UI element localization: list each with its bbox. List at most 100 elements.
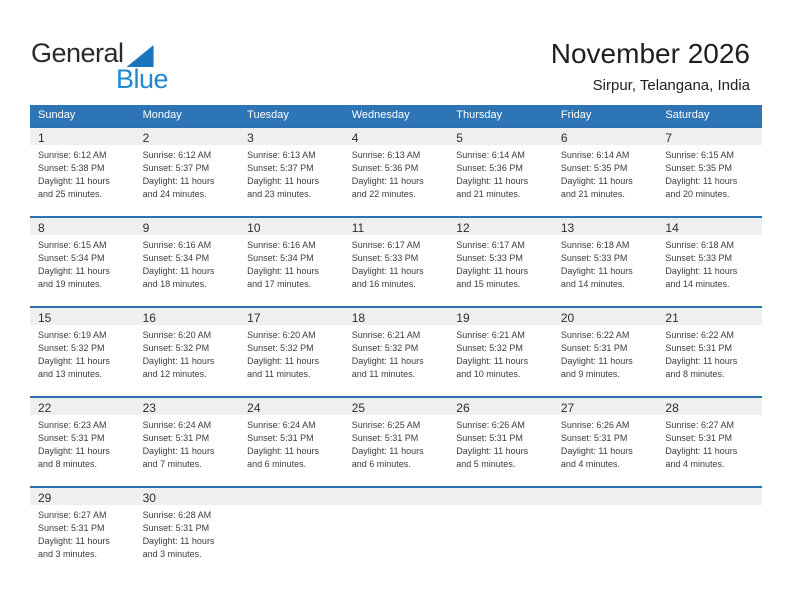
day-cell-empty bbox=[448, 488, 553, 576]
sunrise-text: Sunrise: 6:24 AM bbox=[142, 420, 212, 430]
day-number: 28 bbox=[657, 398, 762, 415]
daylight-text: Daylight: 11 hours bbox=[247, 266, 320, 276]
daylight-text: Daylight: 11 hours bbox=[142, 266, 215, 276]
sunset-text: Sunset: 5:31 PM bbox=[38, 523, 105, 533]
daylight-text: Daylight: 11 hours bbox=[560, 356, 633, 366]
sunset-text: Sunset: 5:38 PM bbox=[38, 163, 105, 173]
day-cell-19: 19 Sunrise: 6:21 AM Sunset: 5:32 PM Dayl… bbox=[448, 308, 553, 396]
sunrise-text: Sunrise: 6:20 AM bbox=[142, 330, 212, 340]
day-cell-9: 9 Sunrise: 6:16 AM Sunset: 5:34 PM Dayli… bbox=[134, 218, 240, 306]
sunset-text: Sunset: 5:34 PM bbox=[142, 253, 210, 263]
daylight-text-2: and 9 minutes. bbox=[560, 369, 620, 379]
daylight-text: Daylight: 11 hours bbox=[38, 536, 110, 546]
daylight-text: Daylight: 11 hours bbox=[351, 446, 424, 456]
day-number: 21 bbox=[657, 308, 762, 325]
sunrise-text: Sunrise: 6:26 AM bbox=[560, 420, 630, 430]
daylight-text-2: and 21 minutes. bbox=[560, 189, 625, 199]
day-cell-6: 6 Sunrise: 6:14 AM Sunset: 5:35 PM Dayli… bbox=[552, 128, 658, 216]
day-number bbox=[552, 488, 658, 505]
day-cell-26: 26 Sunrise: 6:26 AM Sunset: 5:31 PM Dayl… bbox=[448, 398, 553, 486]
sunset-text: Sunset: 5:34 PM bbox=[38, 253, 105, 263]
daylight-text-2: and 12 minutes. bbox=[142, 369, 207, 379]
day-cell-29: 29 Sunrise: 6:27 AM Sunset: 5:31 PM Dayl… bbox=[30, 488, 135, 576]
daylight-text-2: and 24 minutes. bbox=[142, 189, 207, 199]
sunrise-text: Sunrise: 6:27 AM bbox=[38, 510, 107, 520]
day-cell-14: 14 Sunrise: 6:18 AM Sunset: 5:33 PM Dayl… bbox=[657, 218, 762, 306]
sunrise-text: Sunrise: 6:15 AM bbox=[665, 150, 734, 160]
daylight-text-2: and 6 minutes. bbox=[351, 459, 411, 469]
day-number: 20 bbox=[552, 308, 658, 325]
daylight-text: Daylight: 11 hours bbox=[560, 176, 633, 186]
daylight-text-2: and 3 minutes. bbox=[38, 549, 98, 559]
day-number: 3 bbox=[239, 128, 344, 145]
sunset-text: Sunset: 5:32 PM bbox=[351, 343, 419, 353]
daylight-text: Daylight: 11 hours bbox=[142, 446, 215, 456]
day-number: 12 bbox=[448, 218, 553, 235]
week-row-1: 1 Sunrise: 6:12 AM Sunset: 5:38 PM Dayli… bbox=[30, 126, 762, 216]
daylight-text-2: and 15 minutes. bbox=[456, 279, 521, 289]
day-number: 17 bbox=[239, 308, 344, 325]
daylight-text-2: and 4 minutes. bbox=[665, 459, 725, 469]
day-cell-17: 17 Sunrise: 6:20 AM Sunset: 5:32 PM Dayl… bbox=[239, 308, 344, 396]
daylight-text-2: and 7 minutes. bbox=[142, 459, 202, 469]
day-number: 13 bbox=[552, 218, 658, 235]
daylight-text: Daylight: 11 hours bbox=[38, 446, 110, 456]
day-cell-empty bbox=[552, 488, 658, 576]
day-number: 24 bbox=[239, 398, 344, 415]
page-subtitle: Sirpur, Telangana, India bbox=[592, 77, 750, 94]
daylight-text: Daylight: 11 hours bbox=[665, 176, 738, 186]
logo-text-general: General bbox=[31, 38, 124, 68]
day-number: 19 bbox=[448, 308, 553, 325]
sunrise-text: Sunrise: 6:20 AM bbox=[247, 330, 316, 340]
daylight-text-2: and 8 minutes. bbox=[665, 369, 725, 379]
day-number: 16 bbox=[134, 308, 240, 325]
daylight-text: Daylight: 11 hours bbox=[38, 266, 110, 276]
daylight-text-2: and 13 minutes. bbox=[38, 369, 103, 379]
sunset-text: Sunset: 5:37 PM bbox=[247, 163, 314, 173]
daylight-text: Daylight: 11 hours bbox=[665, 446, 738, 456]
sunrise-text: Sunrise: 6:12 AM bbox=[38, 150, 107, 160]
day-cell-16: 16 Sunrise: 6:20 AM Sunset: 5:32 PM Dayl… bbox=[134, 308, 240, 396]
weekday-header-monday: Monday bbox=[142, 109, 182, 121]
day-cell-18: 18 Sunrise: 6:21 AM Sunset: 5:32 PM Dayl… bbox=[343, 308, 449, 396]
daylight-text: Daylight: 11 hours bbox=[665, 356, 738, 366]
day-cell-11: 11 Sunrise: 6:17 AM Sunset: 5:33 PM Dayl… bbox=[343, 218, 449, 306]
day-number: 27 bbox=[552, 398, 658, 415]
sunset-text: Sunset: 5:31 PM bbox=[456, 433, 523, 443]
day-cell-24: 24 Sunrise: 6:24 AM Sunset: 5:31 PM Dayl… bbox=[239, 398, 344, 486]
day-number: 5 bbox=[448, 128, 553, 145]
week-row-4: 22 Sunrise: 6:23 AM Sunset: 5:31 PM Dayl… bbox=[30, 396, 762, 486]
daylight-text-2: and 6 minutes. bbox=[247, 459, 307, 469]
sunrise-text: Sunrise: 6:17 AM bbox=[456, 240, 525, 250]
daylight-text-2: and 18 minutes. bbox=[142, 279, 207, 289]
sunset-text: Sunset: 5:36 PM bbox=[456, 163, 523, 173]
daylight-text: Daylight: 11 hours bbox=[456, 176, 529, 186]
daylight-text: Daylight: 11 hours bbox=[560, 266, 633, 276]
sunrise-text: Sunrise: 6:15 AM bbox=[38, 240, 107, 250]
sunrise-text: Sunrise: 6:21 AM bbox=[351, 330, 421, 340]
daylight-text-2: and 17 minutes. bbox=[247, 279, 312, 289]
day-cell-3: 3 Sunrise: 6:13 AM Sunset: 5:37 PM Dayli… bbox=[239, 128, 344, 216]
daylight-text: Daylight: 11 hours bbox=[351, 176, 424, 186]
sunrise-text: Sunrise: 6:18 AM bbox=[665, 240, 734, 250]
week-row-5: 29 Sunrise: 6:27 AM Sunset: 5:31 PM Dayl… bbox=[30, 486, 762, 576]
day-number bbox=[448, 488, 553, 505]
day-number: 26 bbox=[448, 398, 553, 415]
daylight-text: Daylight: 11 hours bbox=[456, 446, 529, 456]
daylight-text-2: and 25 minutes. bbox=[38, 189, 103, 199]
title-block: November 2026 Sirpur, Telangana, India bbox=[551, 38, 750, 94]
day-number: 15 bbox=[30, 308, 135, 325]
sunset-text: Sunset: 5:33 PM bbox=[456, 253, 523, 263]
day-number: 6 bbox=[552, 128, 658, 145]
sunset-text: Sunset: 5:31 PM bbox=[247, 433, 314, 443]
day-cell-23: 23 Sunrise: 6:24 AM Sunset: 5:31 PM Dayl… bbox=[134, 398, 240, 486]
sunset-text: Sunset: 5:36 PM bbox=[351, 163, 419, 173]
day-cell-28: 28 Sunrise: 6:27 AM Sunset: 5:31 PM Dayl… bbox=[657, 398, 762, 486]
sunrise-text: Sunrise: 6:13 AM bbox=[247, 150, 316, 160]
weekday-header-wednesday: Wednesday bbox=[351, 109, 410, 121]
sunset-text: Sunset: 5:34 PM bbox=[247, 253, 314, 263]
page-title: November 2026 bbox=[550, 38, 750, 69]
sunrise-text: Sunrise: 6:12 AM bbox=[142, 150, 212, 160]
day-number: 7 bbox=[657, 128, 762, 145]
weekday-header-row: Sunday Monday Tuesday Wednesday Thursday… bbox=[30, 105, 762, 126]
